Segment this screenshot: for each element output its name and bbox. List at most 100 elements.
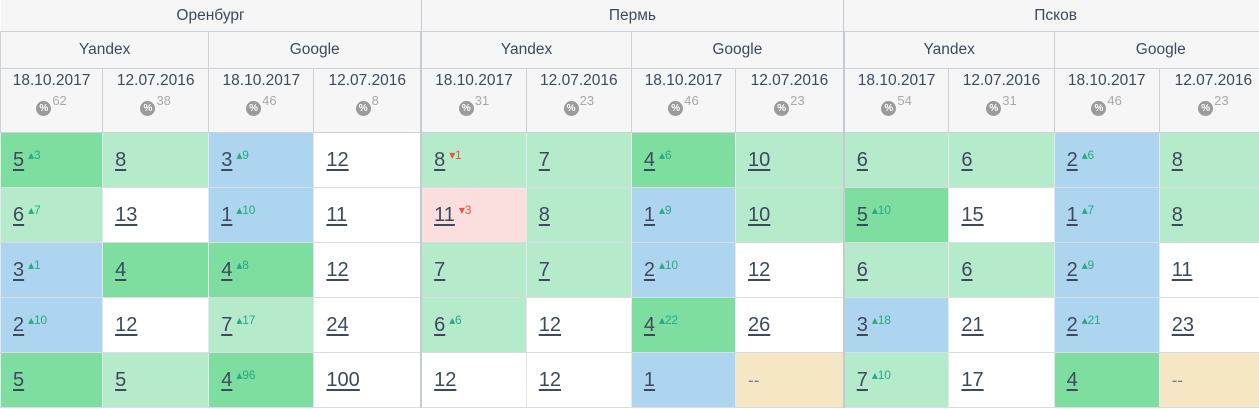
rank-cell[interactable]: 5 ▴3: [0, 132, 104, 188]
rank-value[interactable]: 2: [13, 314, 25, 336]
rank-value[interactable]: 7: [538, 258, 550, 281]
rank-value[interactable]: 4: [221, 369, 233, 391]
engine-header-yandex[interactable]: Yandex: [842, 31, 1055, 69]
rank-cell[interactable]: 11 ▾3: [420, 187, 527, 243]
rank-value[interactable]: 4: [643, 314, 656, 336]
rank-value[interactable]: 5: [13, 368, 25, 391]
date-header[interactable]: 18.10.2017 %62: [0, 68, 104, 133]
engine-header-yandex[interactable]: Yandex: [0, 31, 210, 69]
rank-cell[interactable]: 1 ▴9: [630, 187, 737, 243]
date-header[interactable]: 18.10.2017 %46: [1053, 68, 1160, 133]
rank-value[interactable]: 5: [856, 204, 868, 226]
rank-value[interactable]: 8: [115, 148, 127, 171]
rank-cell[interactable]: 1: [630, 352, 737, 408]
rank-cell[interactable]: 8: [102, 132, 210, 188]
date-header[interactable]: 18.10.2017 %46: [208, 68, 315, 133]
rank-value[interactable]: 24: [326, 313, 349, 336]
rank-value[interactable]: 13: [115, 203, 138, 226]
rank-cell[interactable]: 5 ▴10: [842, 187, 950, 243]
engine-header-google[interactable]: Google: [208, 31, 422, 69]
rank-cell[interactable]: 7: [525, 132, 632, 188]
rank-value[interactable]: 12: [115, 313, 138, 336]
rank-value[interactable]: 12: [326, 258, 349, 281]
rank-value[interactable]: 4: [643, 149, 656, 171]
rank-cell[interactable]: 12: [525, 297, 632, 353]
rank-cell[interactable]: 8: [525, 187, 632, 243]
rank-value[interactable]: 6: [961, 258, 973, 281]
rank-value[interactable]: 7: [856, 369, 868, 391]
rank-cell[interactable]: 15: [948, 187, 1055, 243]
date-header[interactable]: 12.07.2016 %23: [735, 68, 845, 133]
rank-value[interactable]: 8: [434, 149, 446, 171]
rank-value[interactable]: 6: [961, 148, 973, 171]
rank-value[interactable]: 7: [538, 148, 550, 171]
rank-value[interactable]: 5: [115, 368, 127, 391]
engine-header-yandex[interactable]: Yandex: [420, 31, 632, 69]
rank-value[interactable]: 6: [856, 258, 868, 281]
rank-value[interactable]: 3: [221, 149, 233, 171]
rank-value[interactable]: 7: [221, 314, 233, 336]
rank-cell[interactable]: --: [1158, 352, 1259, 408]
rank-value[interactable]: 8: [1171, 203, 1183, 226]
engine-header-google[interactable]: Google: [630, 31, 845, 69]
date-header[interactable]: 12.07.2016 %31: [948, 68, 1055, 133]
rank-cell[interactable]: 5: [0, 352, 104, 408]
rank-cell[interactable]: 3 ▴18: [842, 297, 950, 353]
rank-cell[interactable]: 12: [525, 352, 632, 408]
rank-cell[interactable]: 1 ▴7: [1053, 187, 1160, 243]
rank-cell[interactable]: 4: [1053, 352, 1160, 408]
rank-value[interactable]: 4: [115, 258, 127, 281]
rank-value[interactable]: 4: [1066, 368, 1078, 391]
rank-value[interactable]: 11: [326, 203, 348, 226]
rank-value[interactable]: 4: [221, 259, 233, 281]
rank-cell[interactable]: 8: [1158, 132, 1259, 188]
rank-value[interactable]: 1: [643, 204, 656, 226]
rank-cell[interactable]: 1 ▴10: [208, 187, 315, 243]
rank-value[interactable]: 2: [1066, 259, 1078, 281]
date-header[interactable]: 12.07.2016 %23: [1158, 68, 1259, 133]
rank-cell[interactable]: 12: [735, 242, 845, 298]
rank-value[interactable]: 26: [748, 313, 771, 336]
rank-value[interactable]: 100: [326, 368, 360, 391]
rank-value[interactable]: 23: [1171, 313, 1194, 336]
rank-value[interactable]: 2: [643, 259, 656, 281]
rank-value[interactable]: 2: [1066, 314, 1078, 336]
date-header[interactable]: 18.10.2017 %54: [842, 68, 950, 133]
rank-value[interactable]: 1: [221, 204, 233, 226]
rank-cell[interactable]: 12: [420, 352, 527, 408]
rank-value[interactable]: 6: [13, 204, 25, 226]
rank-cell[interactable]: 7: [420, 242, 527, 298]
rank-value[interactable]: 12: [538, 368, 562, 391]
rank-cell[interactable]: 10: [735, 132, 845, 188]
rank-value[interactable]: 10: [748, 203, 771, 226]
rank-cell[interactable]: 7: [525, 242, 632, 298]
date-header[interactable]: 12.07.2016 %38: [102, 68, 210, 133]
rank-cell[interactable]: 2 ▴9: [1053, 242, 1160, 298]
rank-cell[interactable]: 6: [948, 132, 1055, 188]
rank-cell[interactable]: 4 ▴8: [208, 242, 315, 298]
rank-value[interactable]: 1: [1066, 204, 1078, 226]
date-header[interactable]: 18.10.2017 %31: [420, 68, 527, 133]
rank-cell[interactable]: 4 ▴22: [630, 297, 737, 353]
rank-cell[interactable]: 8 ▾1: [420, 132, 527, 188]
rank-cell[interactable]: 6: [842, 242, 950, 298]
rank-value[interactable]: 12: [538, 313, 562, 336]
rank-cell[interactable]: 100: [313, 352, 422, 408]
rank-value[interactable]: 11: [1171, 258, 1193, 281]
rank-cell[interactable]: 6 ▴6: [420, 297, 527, 353]
rank-value[interactable]: 8: [538, 203, 550, 226]
rank-cell[interactable]: 11: [313, 187, 422, 243]
rank-cell[interactable]: 2 ▴6: [1053, 132, 1160, 188]
rank-value[interactable]: 15: [961, 203, 984, 226]
rank-cell[interactable]: 17: [948, 352, 1055, 408]
rank-value[interactable]: 12: [326, 148, 349, 171]
rank-value[interactable]: 1: [643, 368, 656, 391]
rank-cell[interactable]: 5: [102, 352, 210, 408]
rank-cell[interactable]: 10: [735, 187, 845, 243]
rank-value[interactable]: 12: [434, 368, 457, 391]
date-header[interactable]: 18.10.2017 %46: [630, 68, 737, 133]
rank-cell[interactable]: 12: [313, 132, 422, 188]
rank-cell[interactable]: 3 ▴9: [208, 132, 315, 188]
rank-value[interactable]: 21: [961, 313, 984, 336]
rank-cell[interactable]: 11: [1158, 242, 1259, 298]
